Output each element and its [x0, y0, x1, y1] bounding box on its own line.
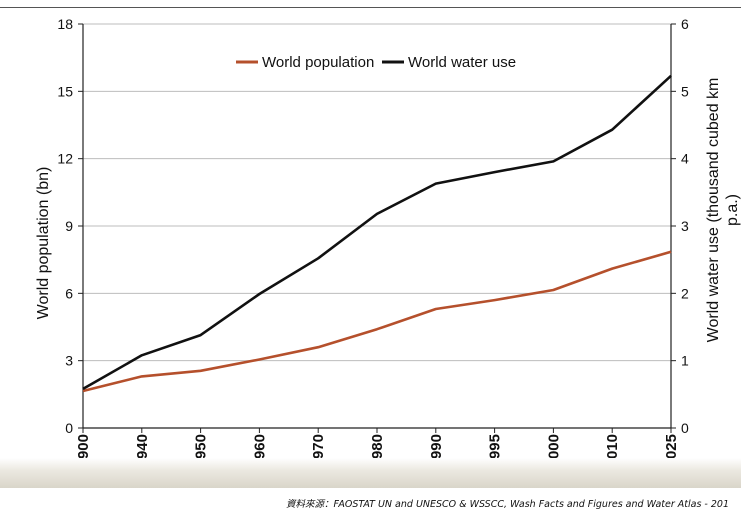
y2-tick-label: 2 — [681, 285, 689, 301]
y-tick-label: 9 — [65, 218, 73, 234]
source-note: 資料來源：FAOSTAT UN and UNESCO & WSSCC, Wash… — [286, 499, 729, 510]
y2-tick-label: 3 — [681, 218, 689, 234]
y2-tick-label: 6 — [681, 16, 689, 32]
x-tick-label: 1950 — [193, 434, 210, 460]
y-tick-label: 6 — [65, 285, 73, 301]
footer-band — [0, 458, 741, 488]
x-tick-label: 1900 — [75, 434, 92, 460]
series-lines — [82, 74, 672, 393]
x-tick-label: 2000 — [545, 434, 562, 460]
x-tick-label: 1980 — [369, 434, 386, 460]
y2-axis-title: World water use (thousand cubed km p.a.) — [705, 78, 741, 343]
y2-axis-title-line: p.a.) — [724, 194, 741, 226]
x-tick-label: 2025 — [663, 434, 680, 460]
axis-titles: World population (bn) World water use (t… — [35, 78, 741, 343]
y-tick-label: 12 — [57, 151, 73, 167]
legend: World population World water use — [236, 54, 516, 71]
y2-tick-label: 1 — [681, 353, 689, 369]
y-axis-title: World population (bn) — [35, 167, 52, 320]
y2-axis-title-line: World water use (thousand cubed km — [705, 78, 722, 343]
legend-label: World water use — [408, 54, 516, 71]
y-tick-label: 15 — [57, 83, 73, 99]
x-tick-label: 1970 — [310, 434, 327, 460]
x-tick-label: 1990 — [428, 434, 445, 460]
x-tick-label: 2010 — [604, 434, 621, 460]
y2-tick-label: 4 — [681, 151, 689, 167]
y-tick-label: 0 — [65, 420, 73, 436]
x-tick-label: 1940 — [134, 434, 151, 460]
y-tick-label: 18 — [57, 16, 73, 32]
series-line-0 — [82, 250, 672, 393]
series-line-1 — [82, 74, 672, 391]
legend-label: World population — [262, 54, 374, 71]
axes — [78, 23, 676, 433]
x-tick-label: 1960 — [251, 434, 268, 460]
y2-tick-label: 0 — [681, 420, 689, 436]
top-rule — [0, 7, 741, 8]
y-tick-label: 3 — [65, 353, 73, 369]
x-tick-label: 1995 — [487, 434, 504, 460]
y2-tick-label: 5 — [681, 83, 689, 99]
gridlines — [83, 23, 671, 362]
